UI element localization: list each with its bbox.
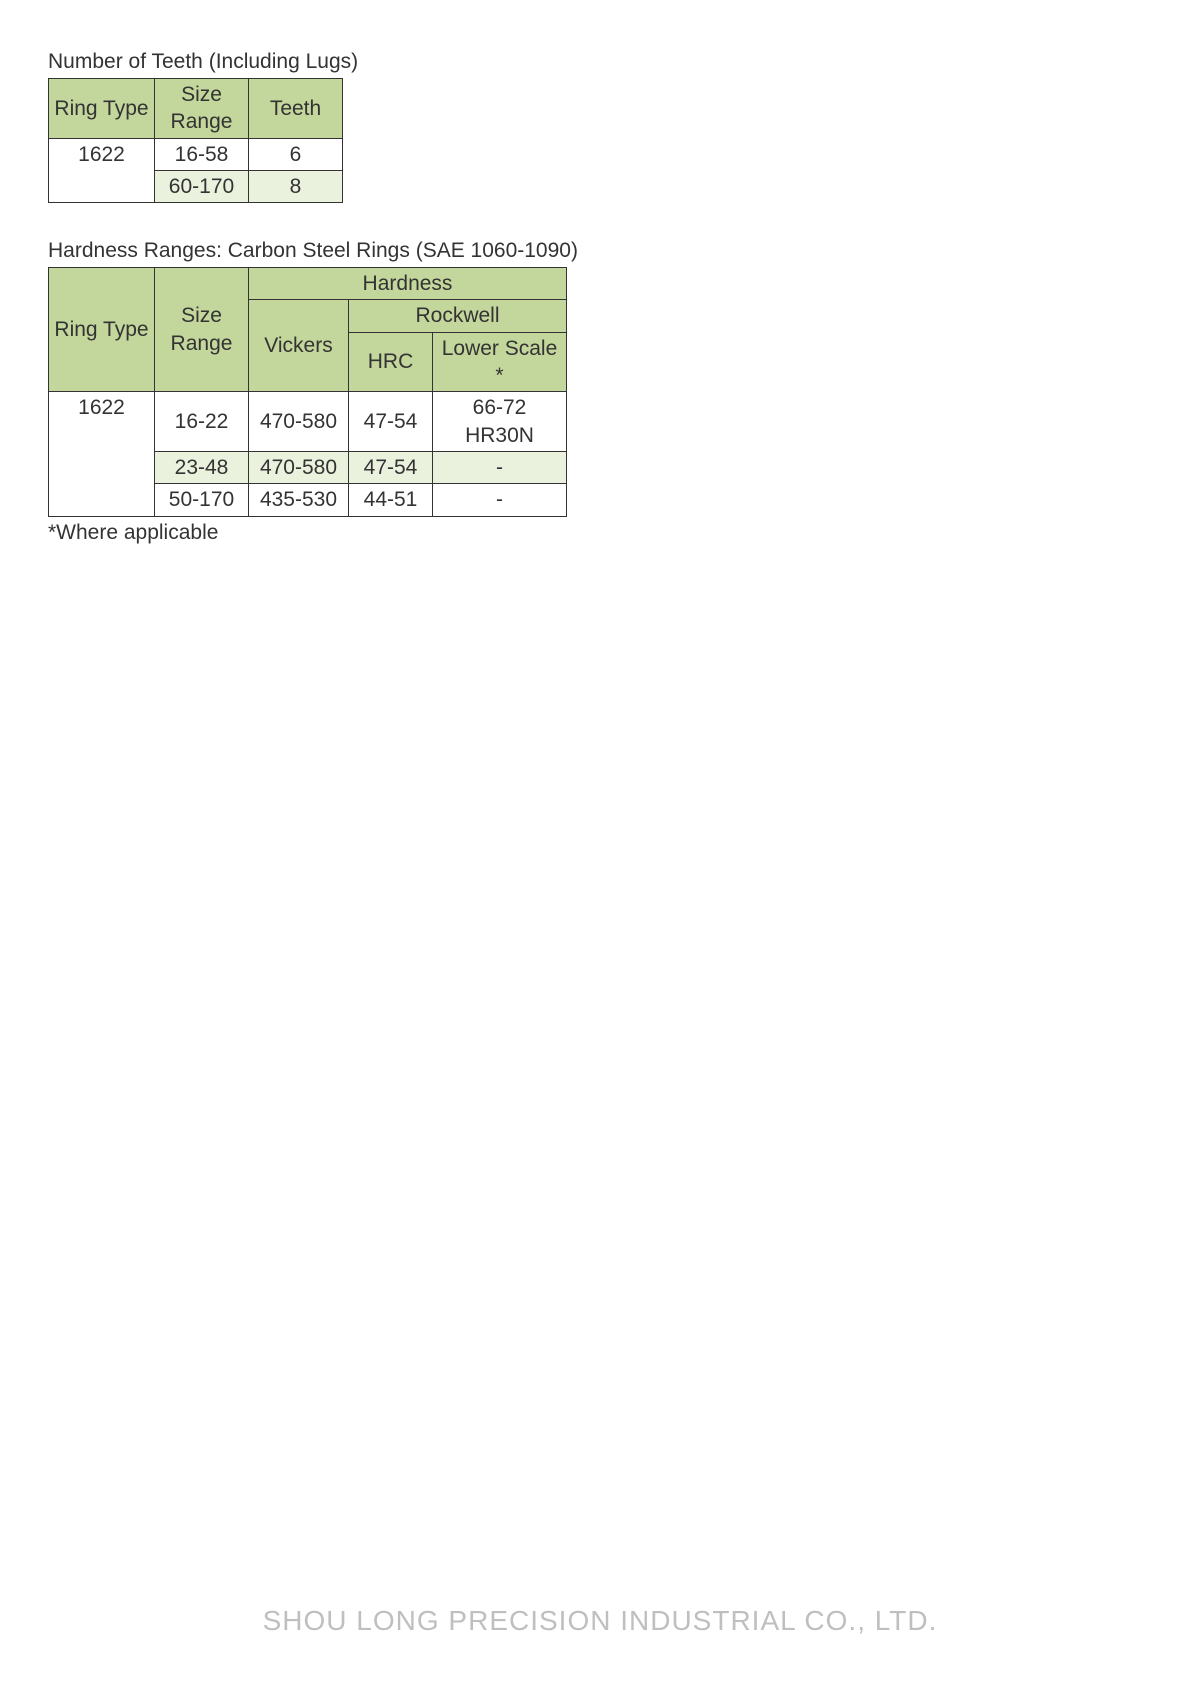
cell-vickers: 470-580 <box>249 392 349 452</box>
cell-hrc: 44-51 <box>349 484 433 516</box>
table-row: 1622 16-22 470-580 47-54 66-72 HR30N <box>49 392 567 452</box>
col-ring-type: Ring Type <box>49 268 155 392</box>
cell-lower: 66-72 HR30N <box>433 392 567 452</box>
cell-size-range: 50-170 <box>155 484 249 516</box>
cell-lower: - <box>433 484 567 516</box>
cell-size-range: 16-22 <box>155 392 249 452</box>
col-hardness: Hardness <box>249 268 567 300</box>
cell-vickers: 470-580 <box>249 451 349 483</box>
cell-ring-type: 1622 <box>49 138 155 203</box>
cell-hrc: 47-54 <box>349 451 433 483</box>
col-vickers: Vickers <box>249 300 349 392</box>
col-hrc: HRC <box>349 332 433 392</box>
cell-ring-type: 1622 <box>49 392 155 516</box>
col-rockwell: Rockwell <box>349 300 567 332</box>
cell-lower: - <box>433 451 567 483</box>
cell-size-range: 16-58 <box>155 138 249 170</box>
table2-footnote: *Where applicable <box>48 521 1200 545</box>
table2-title: Hardness Ranges: Carbon Steel Rings (SAE… <box>48 239 1200 263</box>
cell-vickers: 435-530 <box>249 484 349 516</box>
cell-size-range: 60-170 <box>155 170 249 202</box>
cell-teeth: 6 <box>249 138 343 170</box>
cell-hrc: 47-54 <box>349 392 433 452</box>
col-size-range: Size Range <box>155 268 249 392</box>
table-row: 1622 16-58 6 <box>49 138 343 170</box>
col-teeth: Teeth <box>249 79 343 139</box>
cell-size-range: 23-48 <box>155 451 249 483</box>
page-footer: SHOU LONG PRECISION INDUSTRIAL CO., LTD. <box>0 1605 1200 1637</box>
col-ring-type: Ring Type <box>49 79 155 139</box>
table1-title: Number of Teeth (Including Lugs) <box>48 50 1200 74</box>
col-size-range: Size Range <box>155 79 249 139</box>
hardness-table: Ring Type Size Range Hardness Vickers Ro… <box>48 267 567 516</box>
teeth-table: Ring Type Size Range Teeth 1622 16-58 6 … <box>48 78 343 203</box>
cell-teeth: 8 <box>249 170 343 202</box>
col-lower-scale: Lower Scale * <box>433 332 567 392</box>
